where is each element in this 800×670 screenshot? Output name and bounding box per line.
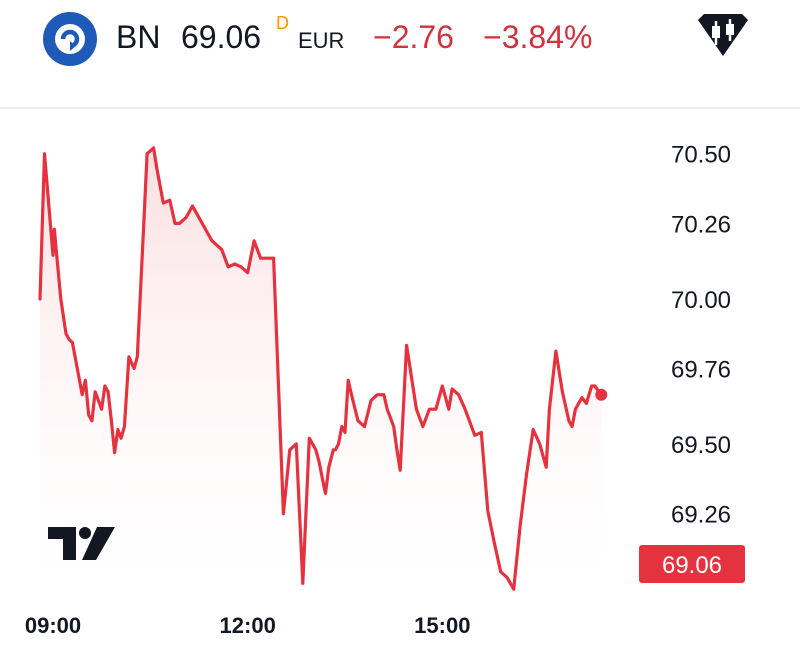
y-tick-label: 69.50: [671, 432, 731, 459]
y-tick-label: 69.26: [671, 502, 731, 529]
x-tick-label: 09:00: [25, 613, 81, 638]
x-tick-label: 15:00: [414, 613, 470, 638]
y-tick-label: 69.76: [671, 357, 731, 384]
price-area-fill: [40, 147, 602, 595]
last-price: 69.06: [181, 19, 262, 55]
tradingview-logo-icon[interactable]: [48, 527, 115, 560]
price-line: [38, 146, 603, 591]
header-divider: [0, 107, 800, 109]
symbol-ticker[interactable]: BN: [116, 19, 161, 55]
y-tick-label: 70.26: [671, 211, 731, 238]
currency-label: EUR: [298, 28, 345, 53]
y-tick-label: 70.00: [671, 287, 731, 314]
quote-header: BN 69.06 D EUR −2.76 −3.84%: [0, 0, 800, 108]
refresh-circle-logo-icon: [55, 24, 85, 54]
price-axis[interactable]: 70.50 70.26 70.00 69.76 69.50 69.26: [671, 142, 731, 529]
chart-type-button[interactable]: [694, 12, 752, 60]
last-price-dot: [595, 388, 608, 401]
x-tick-label: 12:00: [220, 613, 276, 638]
last-price-label-box: [639, 545, 745, 583]
price-change-percent: −3.84%: [483, 19, 593, 55]
delayed-data-marker[interactable]: D: [276, 13, 289, 33]
time-axis[interactable]: 09:00 12:00 15:00: [25, 613, 471, 638]
candlestick-icon: [698, 14, 748, 56]
symbol-logo-icon[interactable]: [43, 12, 97, 66]
y-tick-label: 70.50: [671, 142, 731, 169]
last-price-label: 69.06: [662, 552, 722, 579]
price-change: −2.76: [373, 19, 454, 55]
